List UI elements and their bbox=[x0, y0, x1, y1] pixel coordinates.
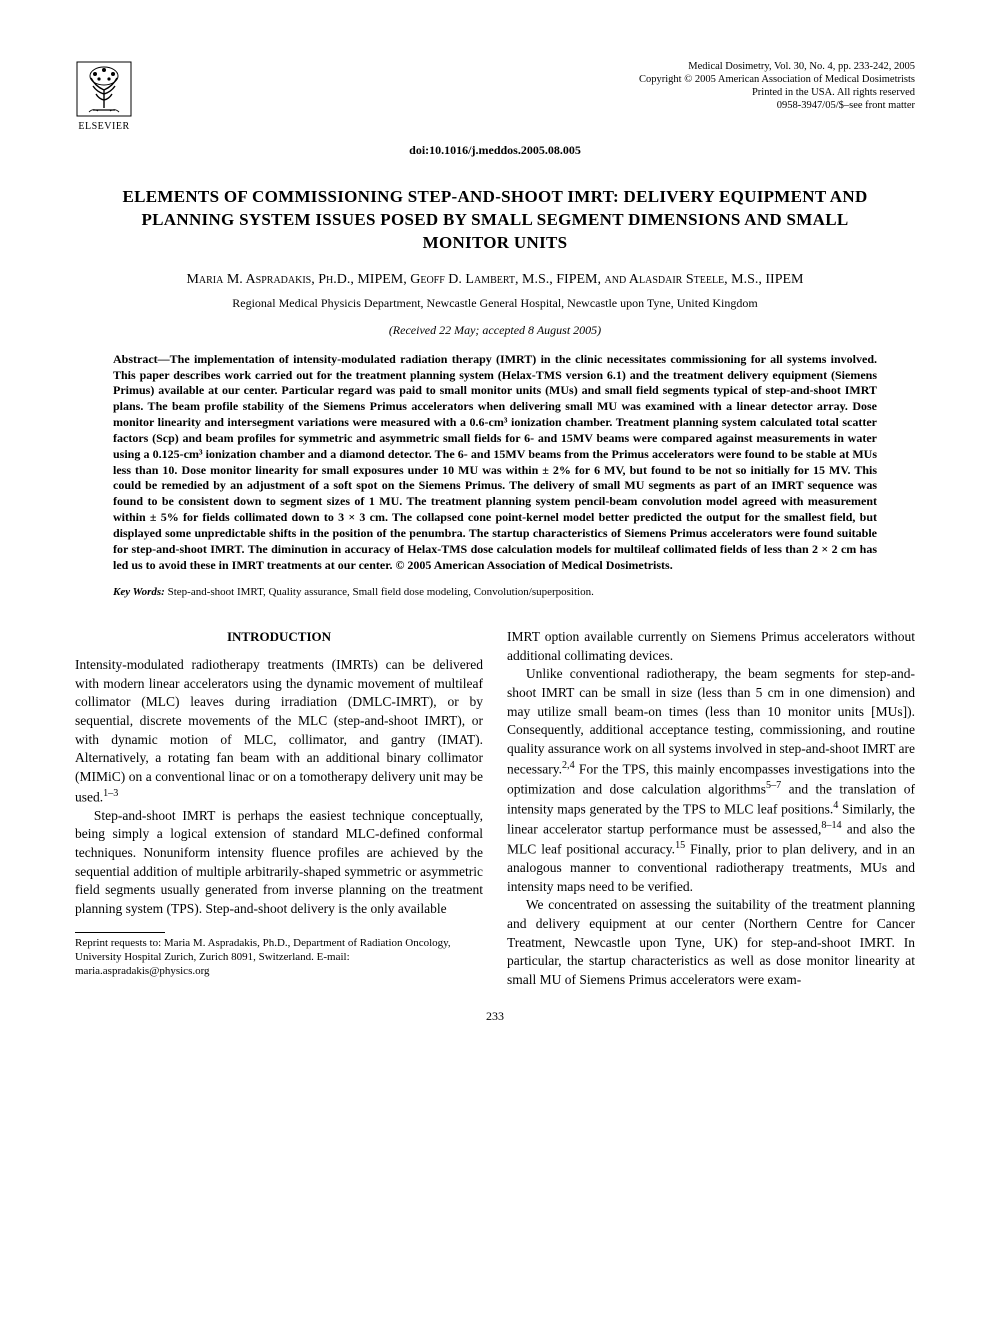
section-heading-introduction: INTRODUCTION bbox=[75, 628, 483, 646]
intro-para-1: Intensity-modulated radiotherapy treatme… bbox=[75, 656, 483, 807]
affiliation: Regional Medical Physicis Department, Ne… bbox=[75, 295, 915, 311]
reprint-footnote: Reprint requests to: Maria M. Aspradakis… bbox=[75, 937, 483, 978]
intro-para-4: We concentrated on assessing the suitabi… bbox=[507, 896, 915, 989]
citation-ref: 15 bbox=[675, 840, 685, 851]
keywords-lead: Key Words: bbox=[113, 586, 165, 598]
received-accepted-dates: (Received 22 May; accepted 8 August 2005… bbox=[75, 322, 915, 338]
footnote-rule bbox=[75, 932, 165, 933]
meta-copyright: Copyright © 2005 American Association of… bbox=[639, 73, 915, 86]
meta-issn: 0958-3947/05/$–see front matter bbox=[639, 99, 915, 112]
keywords: Key Words: Step-and-shoot IMRT, Quality … bbox=[113, 585, 877, 600]
citation-ref: 2,4 bbox=[562, 760, 575, 771]
doi: doi:10.1016/j.meddos.2005.08.005 bbox=[75, 142, 915, 158]
intro-para-2-cont: IMRT option available currently on Sieme… bbox=[507, 628, 915, 665]
abstract: Abstract—The implementation of intensity… bbox=[113, 352, 877, 574]
publisher-logo-block: ELSEVIER bbox=[75, 60, 133, 134]
right-column: IMRT option available currently on Sieme… bbox=[507, 628, 915, 989]
publisher-label: ELSEVIER bbox=[78, 120, 129, 134]
header-row: ELSEVIER Medical Dosimetry, Vol. 30, No.… bbox=[75, 60, 915, 134]
keywords-text: Step-and-shoot IMRT, Quality assurance, … bbox=[165, 586, 594, 598]
elsevier-tree-icon bbox=[75, 60, 133, 118]
meta-rights: Printed in the USA. All rights reserved bbox=[639, 86, 915, 99]
citation-ref: 8–14 bbox=[821, 820, 841, 831]
left-column: INTRODUCTION Intensity-modulated radioth… bbox=[75, 628, 483, 989]
citation-ref: 1–3 bbox=[103, 788, 118, 799]
citation-ref: 5–7 bbox=[766, 780, 781, 791]
intro-para-3: Unlike conventional radiotherapy, the be… bbox=[507, 665, 915, 896]
meta-journal: Medical Dosimetry, Vol. 30, No. 4, pp. 2… bbox=[639, 60, 915, 73]
header-meta: Medical Dosimetry, Vol. 30, No. 4, pp. 2… bbox=[639, 60, 915, 113]
body-columns: INTRODUCTION Intensity-modulated radioth… bbox=[75, 628, 915, 989]
article-title: ELEMENTS OF COMMISSIONING STEP-AND-SHOOT… bbox=[99, 186, 891, 255]
authors: Maria M. Aspradakis, Ph.D., MIPEM, Geoff… bbox=[75, 271, 915, 290]
intro-para-2: Step-and-shoot IMRT is perhaps the easie… bbox=[75, 807, 483, 919]
page-number: 233 bbox=[75, 1008, 915, 1024]
